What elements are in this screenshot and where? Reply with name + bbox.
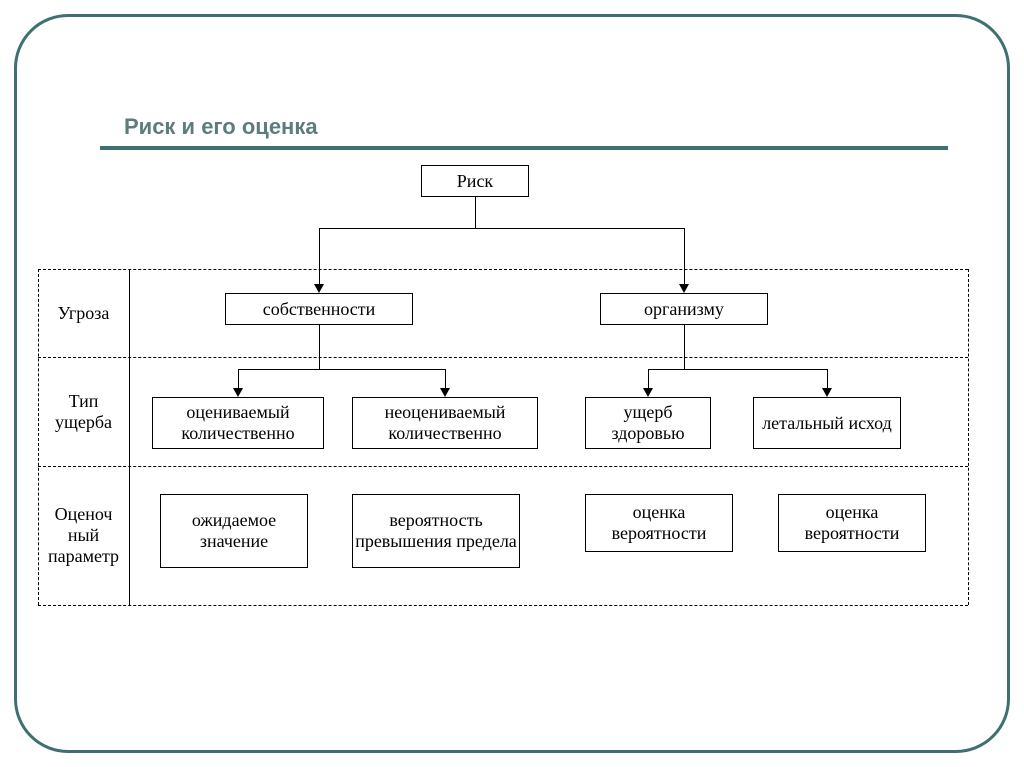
conn	[648, 369, 649, 388]
node-dmg-1: неоцениваемый количественно	[352, 397, 538, 449]
node-property-label: собственности	[263, 299, 376, 320]
node-dmg-0: оцениваемый количественно	[152, 397, 324, 449]
node-property: собственности	[225, 293, 413, 325]
dash-mid2	[38, 466, 968, 467]
node-organism-label: организму	[644, 299, 724, 320]
node-eval-1-label: вероятность превышения предела	[353, 510, 519, 551]
slide-title: Риск и его оценка	[124, 114, 318, 140]
node-root-label: Риск	[457, 171, 493, 192]
arrow-icon	[440, 388, 450, 397]
node-eval-0: ожидаемое значение	[160, 494, 308, 568]
node-eval-1: вероятность превышения предела	[352, 494, 520, 568]
arrow-icon	[643, 388, 653, 397]
conn	[475, 197, 476, 228]
node-dmg-0-label: оцениваемый количественно	[153, 402, 323, 443]
node-eval-3: оценка вероятности	[778, 494, 926, 552]
dash-mid1	[38, 357, 968, 358]
row-label-eval: Оценоч ный параметр	[38, 466, 130, 605]
node-dmg-2: ущерб здоровью	[585, 397, 711, 449]
conn	[445, 369, 446, 388]
row-label-threat: Угроза	[38, 269, 130, 357]
dash-bottom	[38, 605, 968, 606]
node-eval-3-label: оценка вероятности	[779, 502, 925, 543]
node-dmg-2-label: ущерб здоровью	[586, 402, 710, 443]
node-dmg-3-label: летальный исход	[762, 413, 892, 434]
conn	[827, 369, 828, 388]
dash-right	[968, 269, 969, 605]
conn	[648, 369, 827, 370]
node-root: Риск	[421, 165, 529, 197]
conn	[319, 325, 320, 369]
node-dmg-1-label: неоцениваемый количественно	[353, 402, 537, 443]
conn	[684, 325, 685, 369]
node-eval-0-label: ожидаемое значение	[161, 510, 307, 551]
arrow-icon	[822, 388, 832, 397]
row-label-eval-text: Оценоч ный параметр	[38, 504, 129, 566]
row-label-damage-text: Тип ущерба	[38, 391, 129, 432]
conn	[684, 228, 685, 284]
arrow-icon	[314, 284, 324, 293]
node-eval-2: оценка вероятности	[585, 494, 733, 552]
node-eval-2-label: оценка вероятности	[586, 502, 732, 543]
row-label-threat-text: Угроза	[58, 303, 110, 324]
arrow-icon	[233, 388, 243, 397]
conn	[238, 369, 445, 370]
conn	[319, 228, 685, 229]
node-organism: организму	[600, 293, 768, 325]
title-underline	[100, 146, 948, 150]
dash-top	[38, 269, 968, 270]
conn	[238, 369, 239, 388]
arrow-icon	[679, 284, 689, 293]
row-label-damage: Тип ущерба	[38, 357, 130, 466]
node-dmg-3: летальный исход	[753, 397, 901, 449]
conn	[319, 228, 320, 284]
